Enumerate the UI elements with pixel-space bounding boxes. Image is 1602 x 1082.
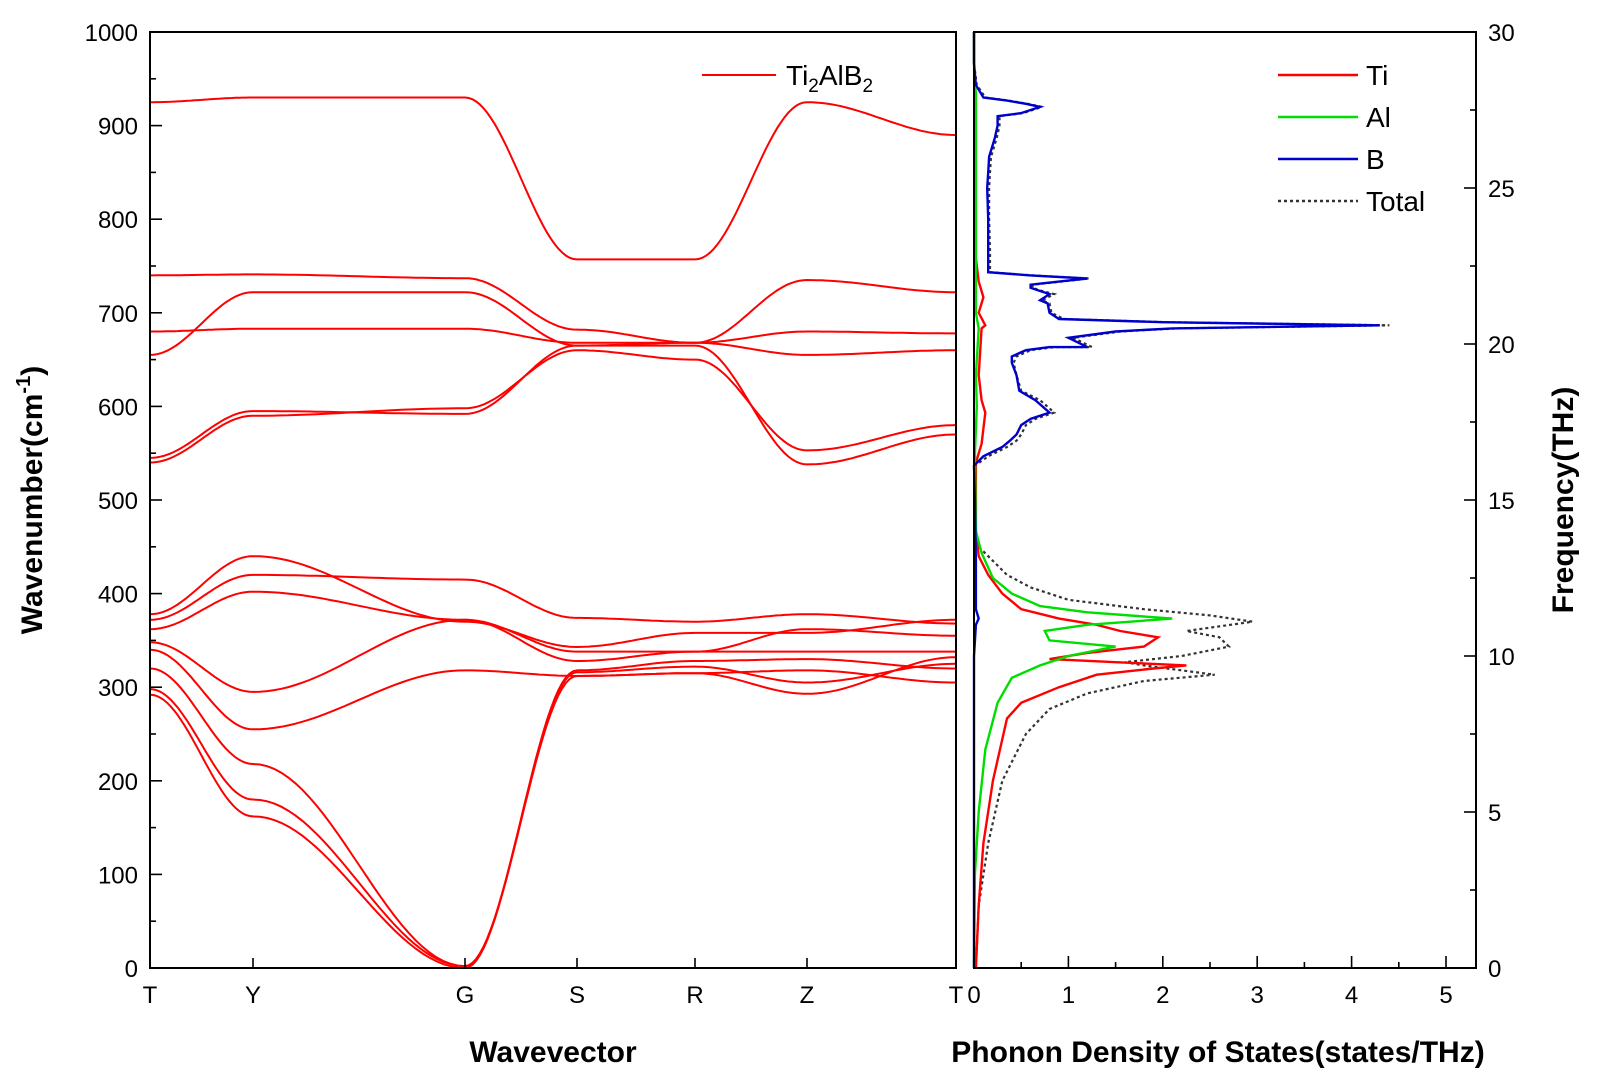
kpoint-label: T <box>949 982 964 1009</box>
dos-y-ticks: 0 5 10 15 20 25 30 <box>1464 20 1515 983</box>
dos-curves <box>972 31 1390 969</box>
band-b5 <box>149 618 956 693</box>
y-tick-label: 300 <box>98 675 138 702</box>
y-tick-label: 800 <box>98 207 138 234</box>
dos-x-title: Phonon Density of States(states/THz) <box>951 1036 1484 1069</box>
band-b13 <box>150 273 957 356</box>
y-tick-label: 900 <box>98 114 138 141</box>
freq-tick-label: 0 <box>1488 956 1501 983</box>
y-tick-label: 500 <box>98 488 138 515</box>
kpoint-label: Z <box>800 982 815 1009</box>
dos-x-ticks: 0 1 2 3 4 5 <box>967 956 1453 1009</box>
freq-tick-label: 5 <box>1488 800 1501 827</box>
dos-curve-total <box>972 32 1390 969</box>
dispersion-x-title: Wavevector <box>469 1036 637 1069</box>
dos-curve-al <box>972 32 1173 969</box>
band-b12 <box>150 327 956 344</box>
dos-x-tick-label: 5 <box>1439 982 1452 1009</box>
kpoint-label: Y <box>245 982 261 1009</box>
band-b6 <box>149 590 956 662</box>
dos-x-tick-label: 0 <box>967 982 980 1009</box>
dos-x-tick-label: 2 <box>1156 982 1169 1009</box>
dos-x-tick-label: 1 <box>1062 982 1075 1009</box>
band-b4 <box>149 648 956 731</box>
dos-legend: Ti Al B Total <box>1278 60 1425 217</box>
y-tick-label: 700 <box>98 301 138 328</box>
dos-curve-ti <box>972 31 1187 969</box>
band-b8 <box>149 555 956 649</box>
dispersion-y-ticks: 0 100 200 300 400 500 600 700 800 900 1000 <box>85 20 162 983</box>
y-tick-label: 600 <box>98 394 138 421</box>
kpoint-label: S <box>569 982 585 1009</box>
band-b14 <box>150 96 957 261</box>
y-tick-label: 200 <box>98 769 138 796</box>
dos-x-tick-label: 4 <box>1345 982 1358 1009</box>
dos-y-title: Frequency(THz) <box>1547 387 1580 614</box>
legend-label-ti: Ti <box>1366 60 1388 91</box>
freq-tick-label: 30 <box>1488 20 1515 47</box>
band-b10 <box>149 344 957 466</box>
dispersion-legend-label: Ti2AlB2 <box>786 60 873 97</box>
freq-tick-label: 20 <box>1488 332 1515 359</box>
band-b7 <box>149 573 957 625</box>
band-b3 <box>149 662 957 968</box>
freq-tick-label: 10 <box>1488 644 1515 671</box>
kpoint-label: T <box>143 982 158 1009</box>
y-tick-label: 100 <box>98 862 138 889</box>
legend-label-b: B <box>1366 144 1385 175</box>
y-tick-label: 400 <box>98 582 138 609</box>
dos-x-tick-label: 3 <box>1251 982 1264 1009</box>
kpoint-label: R <box>686 982 703 1009</box>
band-b11 <box>149 278 956 356</box>
freq-tick-label: 25 <box>1488 176 1515 203</box>
dispersion-panel: 0 100 200 300 400 500 600 700 800 900 1000 T Y G S R Z T… <box>13 20 964 1069</box>
legend-label-total: Total <box>1366 186 1425 217</box>
dos-curve-b <box>972 32 1380 968</box>
legend-label-al: Al <box>1366 102 1391 133</box>
dispersion-bands <box>149 96 957 970</box>
dispersion-y-title: Wavenumber(cm-1) <box>13 366 49 634</box>
kpoint-label: G <box>456 982 475 1009</box>
y-tick-label: 1000 <box>85 20 138 47</box>
band-b1 <box>149 658 956 970</box>
dispersion-frame <box>149 31 957 969</box>
dos-panel: 0 5 10 15 20 25 30 0 1 2 3 4 5 Ti Al B Total Phonon De… <box>951 20 1580 1069</box>
band-b9 <box>149 349 957 464</box>
dos-frame <box>973 31 1477 969</box>
y-tick-label: 0 <box>125 956 138 983</box>
freq-tick-label: 15 <box>1488 488 1515 515</box>
